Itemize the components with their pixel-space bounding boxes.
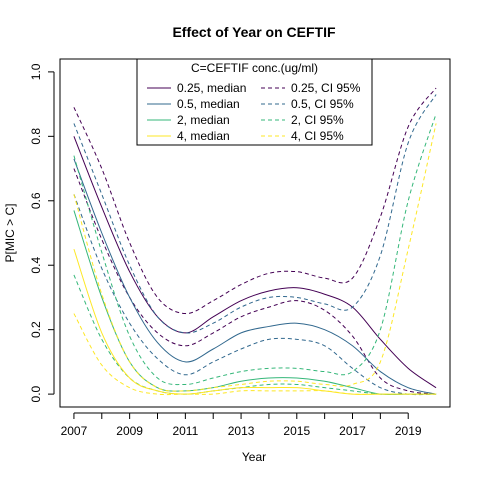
y-tick-label: 0.2 — [29, 321, 43, 338]
x-tick-label: 2011 — [172, 424, 198, 438]
x-tick-label: 2007 — [61, 424, 88, 438]
x-tick-label: 2019 — [395, 424, 422, 438]
x-axis-label: Year — [242, 450, 266, 464]
series-line-1 — [73, 136, 437, 389]
y-tick-label: 0.6 — [29, 192, 43, 209]
chart-title: Effect of Year on CEFTIF — [172, 24, 336, 40]
x-tick-label: 2009 — [116, 424, 143, 438]
x-tick-label: 2013 — [228, 424, 255, 438]
legend-entry-label: 0.25, median — [177, 81, 246, 95]
axes-layer: 2007 2009 2011 2013 2015 2017 2019 0.0 0.2 0.4 0.6… — [29, 63, 422, 438]
y-tick-label: 0.8 — [29, 128, 43, 145]
series-line-6 — [73, 194, 437, 396]
y-tick-label: 0.0 — [29, 385, 43, 402]
legend-entry-label: 0.25, CI 95% — [291, 81, 361, 95]
x-tick-label: 2017 — [339, 424, 366, 438]
series-line-11 — [73, 123, 437, 392]
y-axis-label: P[MIC > C] — [3, 203, 17, 262]
series-line-12 — [73, 313, 437, 396]
legend-entry-label: 0.5, median — [177, 97, 240, 111]
legend: C=CEFTIF conc.(ug/ml) 0.25, median 0.5, me… — [136, 58, 373, 146]
legend-entry-label: 2, median — [177, 113, 230, 127]
x-tick-label: 2015 — [283, 424, 310, 438]
series-line-9 — [73, 274, 437, 395]
y-tick-label: 1.0 — [29, 63, 43, 80]
legend-title: C=CEFTIF conc.(ug/ml) — [191, 61, 318, 75]
series-line-8 — [73, 113, 437, 386]
series-line-5 — [73, 94, 437, 334]
legend-entry-label: 0.5, CI 95% — [291, 97, 354, 111]
legend-entry-label: 2, CI 95% — [291, 113, 344, 127]
series-layer — [73, 87, 437, 396]
legend-box — [136, 58, 373, 146]
legend-entry-label: 4, median — [177, 129, 230, 143]
y-tick-label: 0.4 — [29, 257, 43, 274]
legend-entry-label: 4, CI 95% — [291, 129, 344, 143]
